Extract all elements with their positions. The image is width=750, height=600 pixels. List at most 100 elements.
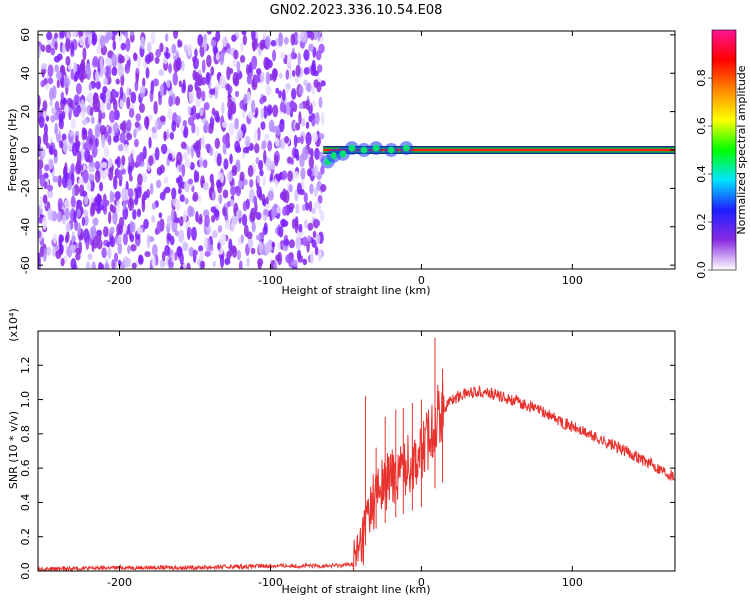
spectrogram-cell [94, 160, 101, 170]
spectrogram-cell [281, 89, 286, 102]
spectrogram-cell [241, 31, 247, 36]
spectrogram-cell [199, 250, 204, 262]
spectrogram-cell [112, 89, 117, 99]
colorbar: 0.0 0.2 0.4 0.6 0.8 Normalized spectral ampl… [695, 29, 748, 279]
spectrogram-cell [74, 71, 79, 81]
spectrogram-cell [226, 200, 231, 208]
spectrogram-cell [83, 209, 89, 217]
spectrogram-cell [70, 163, 75, 174]
spectrogram-cell [169, 235, 175, 246]
spectrogram-cell [92, 217, 99, 226]
spectrogram-cell [307, 222, 314, 231]
spectrogram-cell [40, 80, 46, 88]
spectrogram-cell [115, 78, 120, 85]
x-tick-label: -200 [107, 274, 132, 287]
spectrogram-cell [293, 148, 299, 159]
spectrogram-cell [192, 142, 200, 151]
snr-frame [37, 330, 676, 572]
spectrogram-cell [235, 186, 241, 197]
spectrogram-cell [87, 68, 92, 79]
colorbar-tick-label: 0.0 [695, 261, 708, 279]
spectrogram-cell [310, 63, 316, 76]
spectrogram-cell [203, 236, 208, 250]
spectrogram-cell [127, 188, 134, 198]
spectrogram-cell [121, 187, 128, 201]
spectrogram-cell [201, 90, 206, 102]
spectrogram-cell [219, 51, 225, 66]
spectrogram-cell [305, 121, 310, 129]
y-tick-label: -60 [19, 256, 32, 274]
spectrogram-cell [106, 89, 111, 102]
spectrogram-cell [186, 145, 191, 155]
spectrogram-cell [131, 262, 137, 269]
spectrogram-cell [197, 34, 204, 47]
spectrogram-cell [318, 43, 325, 54]
spectrogram-cell [121, 155, 126, 166]
spectrogram-cell [138, 254, 144, 265]
spectrogram-cell [174, 230, 179, 237]
spectrogram-cell [155, 48, 161, 58]
spectrogram-cell [123, 143, 129, 153]
spectrogram-cell [99, 92, 105, 101]
spectrogram-cell [137, 55, 141, 70]
spectrogram-cell [263, 208, 269, 216]
spectrogram-cell [120, 42, 126, 51]
spectrogram-cell [175, 115, 182, 125]
spectrogram-cell [179, 194, 185, 203]
spectrogram-cell [104, 56, 111, 66]
spectrogram-cell [42, 194, 48, 204]
colorbar-tick-label: 0.8 [695, 69, 708, 87]
spectrogram-cell [241, 214, 248, 226]
spectrogram-cell [187, 105, 191, 115]
spectrogram-cell [117, 54, 124, 64]
spectrogram-cell [96, 98, 101, 113]
spectrogram-cell [261, 140, 267, 149]
snr-spikes [365, 337, 444, 546]
spectrogram-cell [204, 250, 211, 257]
spectrogram-cell [287, 170, 293, 182]
spectrogram-cell [277, 251, 283, 266]
spectrogram-cell [151, 202, 157, 210]
spectrogram-cell [215, 52, 220, 61]
spectrogram-cell [178, 80, 183, 88]
spectrogram-cell [69, 107, 73, 115]
spectrogram-cell [130, 91, 137, 104]
spectrogram-cell [116, 169, 123, 179]
spectrogram-cell [38, 159, 44, 170]
spectrogram-cell [71, 31, 77, 38]
spectrogram-cell [106, 241, 111, 248]
spectrogram-cell [136, 208, 142, 218]
spectrogram-cell [166, 79, 171, 88]
spectrogram-cell [86, 181, 92, 193]
spectrogram-cell [226, 66, 231, 81]
y-tick-label: 1.2 [19, 357, 32, 375]
spectrogram-cell [317, 248, 323, 262]
spectrogram-cell [302, 204, 306, 212]
spectrogram-noise [38, 31, 327, 269]
spectrogram-cell [41, 148, 46, 158]
spectrogram-cell [214, 137, 220, 149]
spectrogram-cell [47, 64, 54, 78]
spectrogram-cell [219, 74, 226, 88]
spectrogram-cell [176, 246, 183, 258]
spectrogram-cell [224, 258, 231, 265]
spectrogram-cell [104, 262, 110, 269]
spectrogram-cell [48, 145, 54, 155]
spectrogram-cell [89, 137, 94, 145]
y-tick-label: 60 [19, 28, 32, 42]
spectrogram-cell [126, 87, 130, 97]
spectrogram-cell [246, 64, 250, 76]
spectrogram-cell [179, 265, 184, 269]
spectrogram-cell [187, 227, 193, 237]
spectrogram-cell [150, 31, 156, 45]
spectrogram-cell [101, 134, 106, 149]
spectrogram-cell [57, 175, 62, 188]
spectrogram-cell [240, 234, 244, 244]
spectrogram-cell [308, 43, 314, 52]
spectrogram-cell [226, 250, 232, 261]
spectrogram-cell [229, 186, 237, 196]
spectrogram-cell [264, 35, 271, 49]
spectrogram-cell [70, 244, 77, 252]
spectrogram-cell [170, 209, 175, 222]
spectrogram-cell [143, 191, 148, 201]
